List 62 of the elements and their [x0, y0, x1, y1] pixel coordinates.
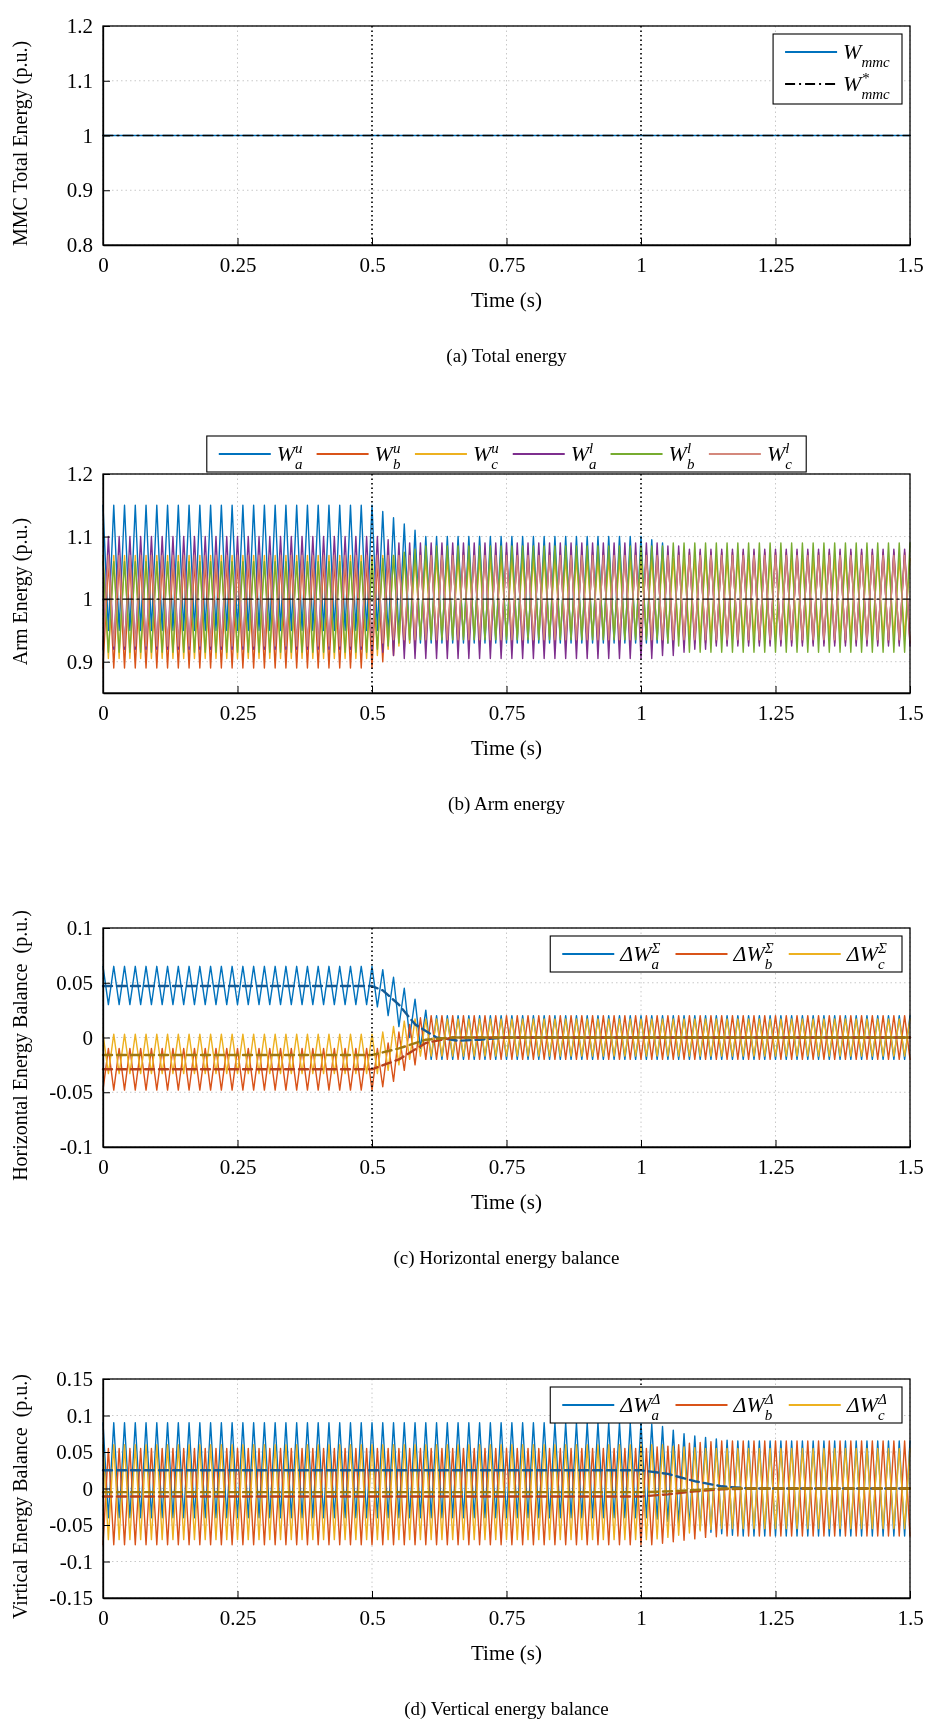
y-tick-label: 1.2	[66, 462, 93, 487]
y-tick-label: 0.1	[66, 1403, 93, 1428]
x-tick-label: 1	[636, 700, 647, 725]
x-tick-label: 0.5	[359, 700, 386, 725]
text: (c) Horizontal energy balance	[393, 1247, 620, 1269]
x-tick-label: 1.25	[757, 252, 795, 277]
x-tick-label: 0.75	[488, 700, 526, 725]
x-tick-label: 1	[636, 1154, 647, 1179]
legend-label: W$_{mmc}$	[843, 39, 890, 70]
x-axis-title: Time (s)	[471, 1190, 542, 1214]
y-tick-label: 1.2	[66, 14, 93, 39]
y-tick-label: -0.05	[49, 1080, 93, 1105]
y-axis-title: Horizontal Energy Balance (p.u.)	[9, 910, 32, 1181]
x-axis-title: Time (s)	[471, 736, 542, 760]
x-tick-label: 0	[98, 252, 109, 277]
y-tick-label: 0.9	[66, 178, 93, 203]
x-axis-title: Time (s)	[471, 288, 542, 312]
text: (b) Arm energy	[448, 793, 566, 815]
x-tick-label: 1.5	[897, 252, 924, 277]
y-tick-label: 1	[82, 123, 93, 148]
x-tick-label: 1.25	[757, 700, 795, 725]
x-tick-label: 1.5	[897, 700, 924, 725]
x-tick-label: 0.25	[219, 1605, 257, 1630]
y-tick-label: -0.1	[59, 1135, 93, 1160]
y-axis-title: MMC Total Energy (p.u.)	[9, 40, 32, 247]
y-axis-title: Arm Energy (p.u.)	[9, 517, 32, 666]
x-tick-label: 1.25	[757, 1605, 795, 1630]
x-axis-title: Time (s)	[471, 1641, 542, 1665]
x-tick-label: 1.5	[897, 1154, 924, 1179]
x-tick-label: 0.5	[359, 252, 386, 277]
y-tick-label: 1	[82, 587, 93, 612]
y-tick-label: 0.1	[66, 916, 93, 941]
x-tick-label: 0.25	[219, 252, 257, 277]
x-tick-label: 1	[636, 1605, 647, 1630]
x-tick-label: 0.25	[219, 1154, 257, 1179]
x-tick-label: 1	[636, 252, 647, 277]
x-tick-label: 0.5	[359, 1605, 386, 1630]
y-tick-label: -0.05	[49, 1513, 93, 1538]
y-tick-label: 0.8	[66, 233, 93, 258]
y-tick-label: 0.9	[66, 649, 93, 674]
y-tick-label: -0.1	[59, 1549, 93, 1574]
x-tick-label: 1.5	[897, 1605, 924, 1630]
y-tick-label: 0.05	[56, 1440, 93, 1465]
y-axis-title: Virtical Energy Balance (p.u.)	[9, 1374, 32, 1619]
y-tick-label: 0.15	[56, 1367, 93, 1392]
x-tick-label: 0.5	[359, 1154, 386, 1179]
y-tick-label: 1.1	[66, 68, 93, 93]
text: (d) Vertical energy balance	[404, 1698, 609, 1720]
y-tick-label: 1.1	[66, 524, 93, 549]
x-tick-label: 0	[98, 700, 109, 725]
x-tick-label: 0.25	[219, 700, 257, 725]
text: (a) Total energy	[446, 345, 568, 367]
y-tick-label: 0	[82, 1025, 93, 1050]
x-tick-label: 0.75	[488, 1605, 526, 1630]
x-tick-label: 0.75	[488, 1154, 526, 1179]
y-tick-label: -0.15	[49, 1586, 93, 1611]
y-tick-label: 0.05	[56, 970, 93, 995]
x-tick-label: 1.25	[757, 1154, 795, 1179]
y-tick-label: 0	[82, 1476, 93, 1501]
x-tick-label: 0.75	[488, 252, 526, 277]
x-tick-label: 0	[98, 1154, 109, 1179]
x-tick-label: 0	[98, 1605, 109, 1630]
